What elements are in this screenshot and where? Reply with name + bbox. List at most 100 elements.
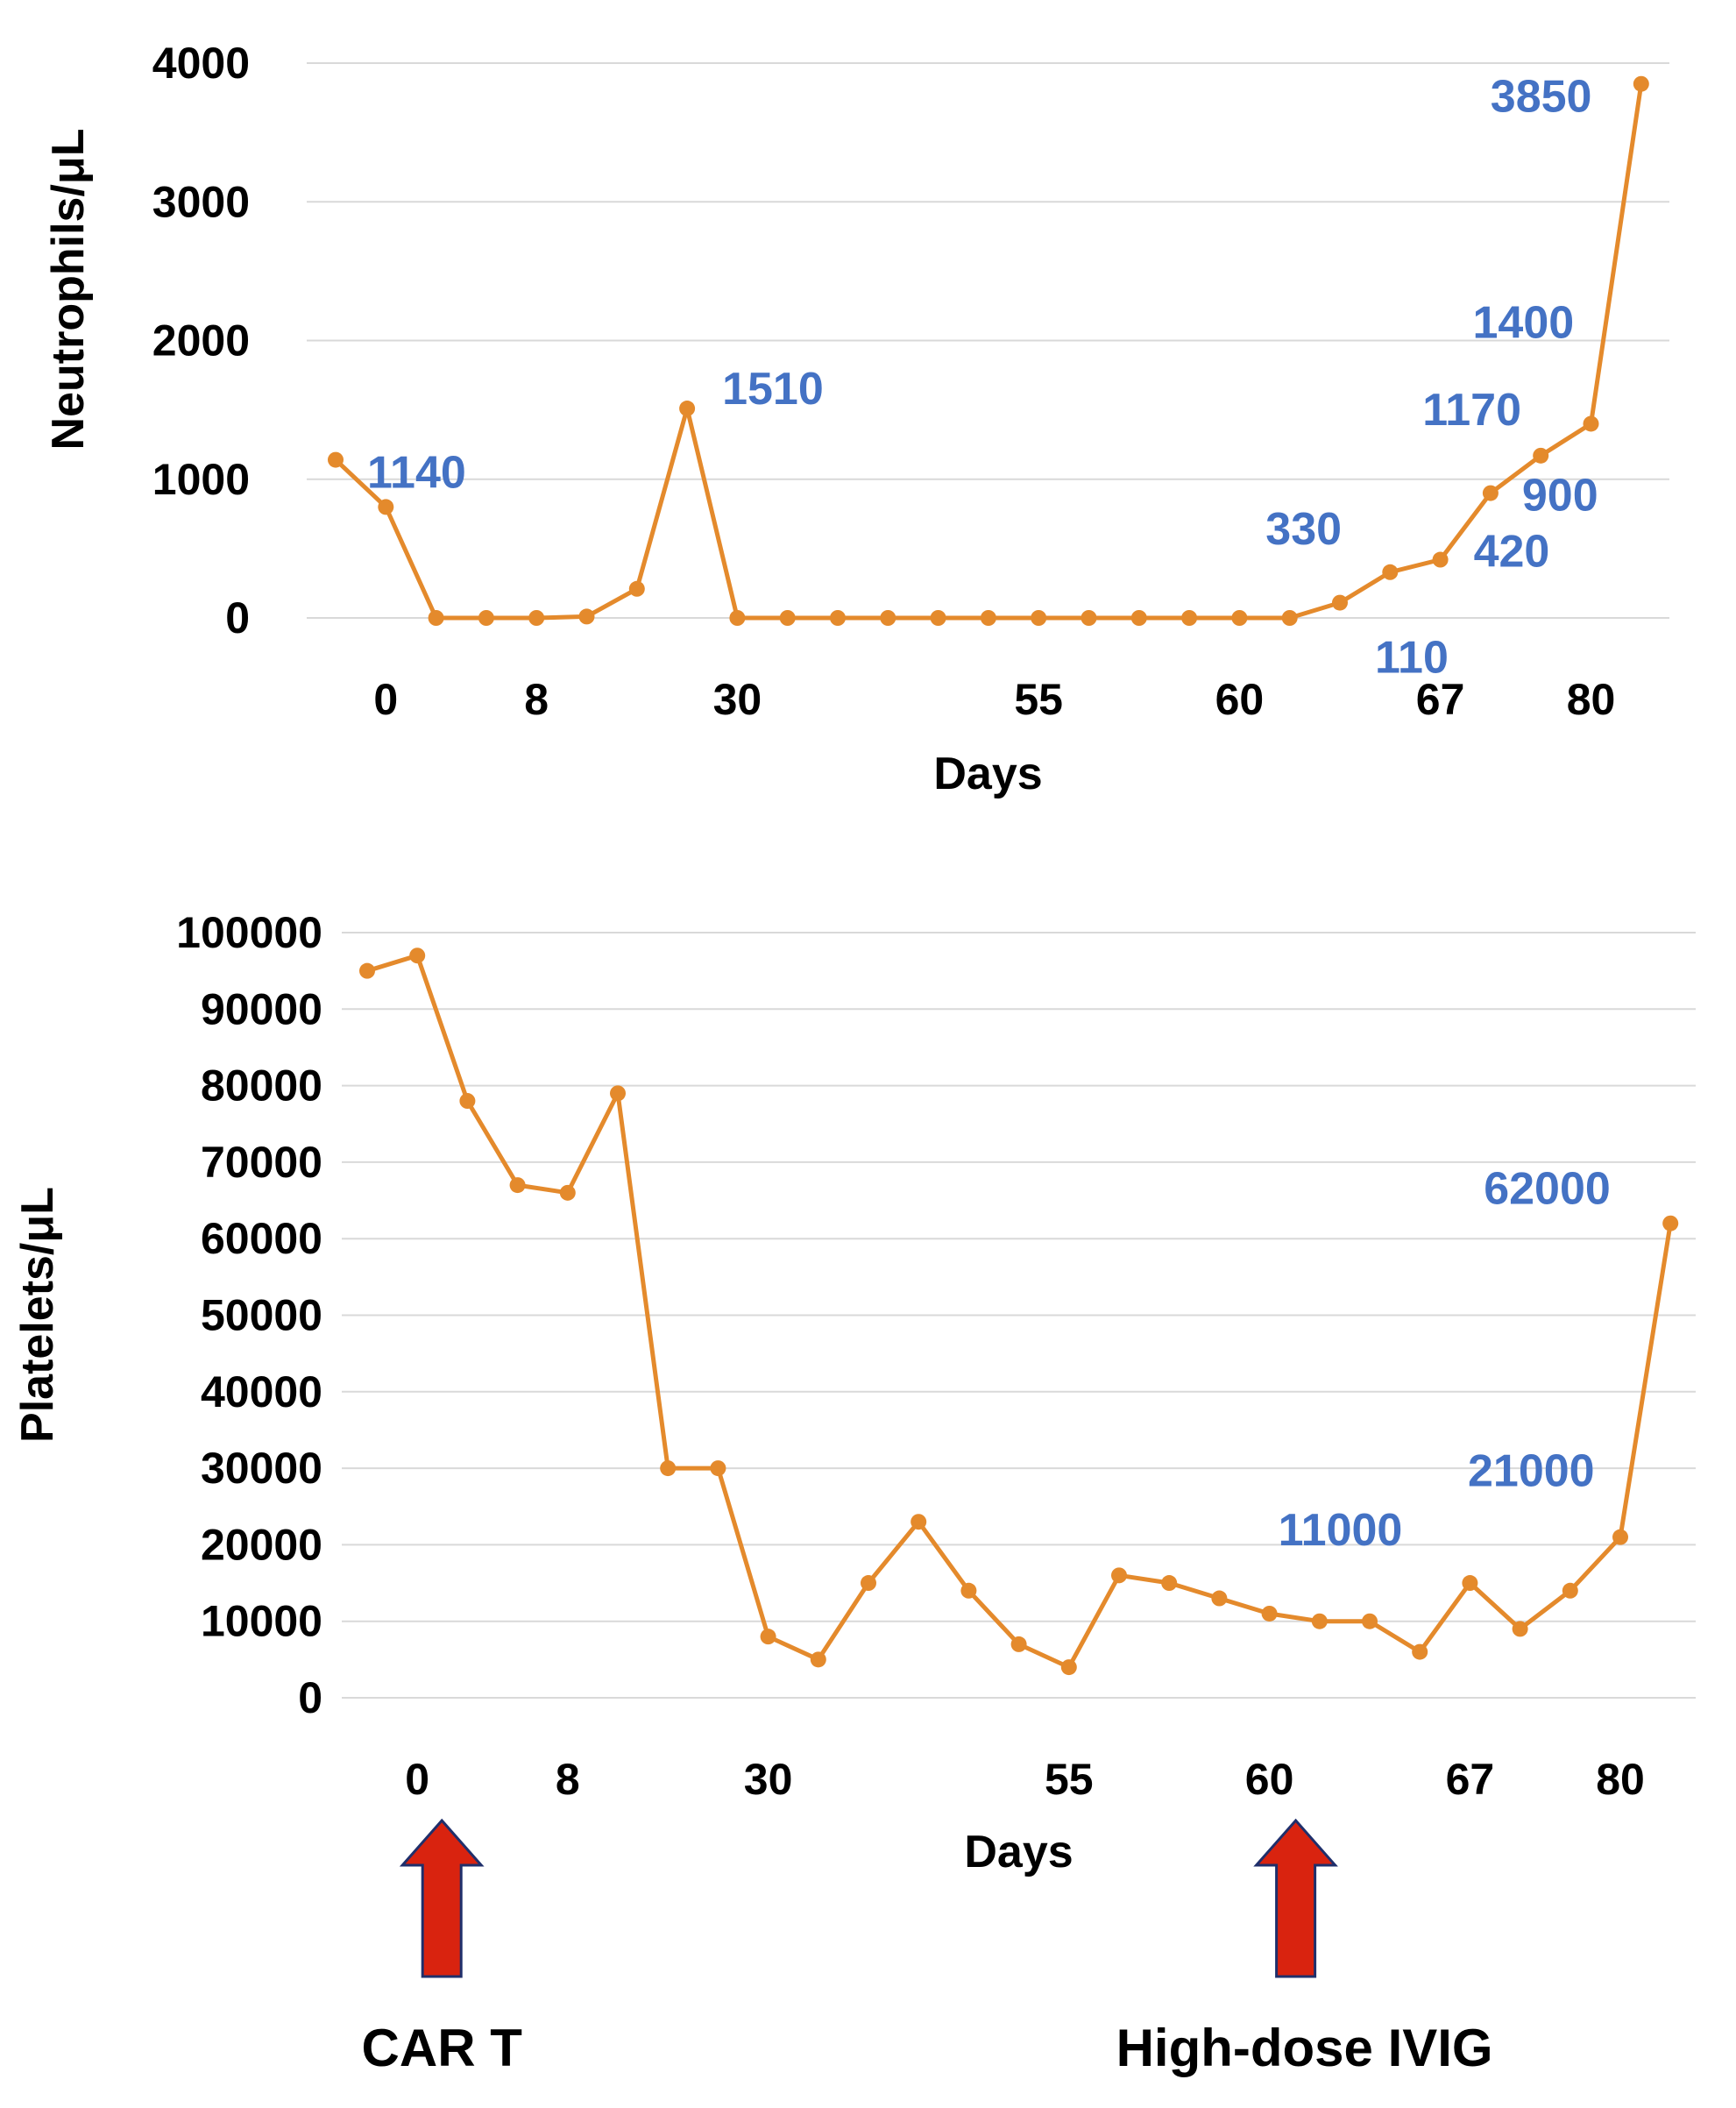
data-label: 62000 [1484, 1164, 1611, 1215]
y-tick-label: 4000 [152, 39, 250, 88]
data-point [861, 1575, 876, 1592]
x-tick-label: 60 [1215, 675, 1265, 724]
data-point [1562, 1582, 1578, 1599]
x-tick-label: 30 [744, 1755, 793, 1804]
y-tick-label: 30000 [201, 1444, 322, 1493]
data-point [559, 1184, 576, 1201]
x-tick-label: 8 [524, 675, 549, 724]
x-tick-label: 0 [373, 675, 398, 724]
data-point [980, 610, 996, 626]
data-point [1060, 1659, 1077, 1676]
data-point [679, 401, 696, 417]
data-point [459, 1093, 476, 1110]
event-marker-label: High-dose IVIG [1116, 2019, 1493, 2077]
data-point [1612, 1529, 1628, 1545]
data-point [1111, 1567, 1127, 1584]
data-point [1583, 415, 1599, 432]
data-point [1311, 1613, 1328, 1629]
x-tick-label: 60 [1245, 1755, 1294, 1804]
y-tick-label: 2000 [152, 316, 250, 366]
data-point [710, 1460, 726, 1477]
y-tick-label: 1000 [152, 455, 250, 504]
data-point [1031, 610, 1047, 626]
data-point [1231, 610, 1248, 626]
x-tick-label: 67 [1416, 675, 1465, 724]
data-point [660, 1460, 677, 1477]
data-point [1261, 1605, 1278, 1622]
y-tick-label: 20000 [201, 1520, 322, 1569]
data-point [930, 610, 946, 626]
x-axis-title: Days [964, 1827, 1073, 1877]
data-point [359, 962, 375, 979]
data-point [810, 1651, 826, 1668]
data-point [1633, 75, 1649, 92]
data-point [1482, 485, 1499, 501]
x-tick-label: 80 [1567, 675, 1616, 724]
x-tick-label: 8 [556, 1755, 580, 1804]
y-tick-label: 3000 [152, 177, 250, 226]
data-point [1382, 564, 1399, 580]
data-point [1211, 1590, 1228, 1607]
x-tick-label: 30 [713, 675, 762, 724]
data-point [428, 610, 444, 626]
platelets-chart: 0 10000 20000 30000 40000 50000 60000 70000 8000… [12, 908, 1696, 2077]
data-label: 21000 [1468, 1446, 1595, 1497]
y-tick-label: 10000 [201, 1597, 322, 1646]
y-tick-label: 0 [225, 593, 250, 642]
x-tick-label: 67 [1446, 1755, 1495, 1804]
data-point [960, 1582, 977, 1599]
y-tick-label: 90000 [201, 984, 322, 1033]
event-marker-label: CAR T [362, 2019, 522, 2077]
data-point [729, 610, 746, 626]
data-point [328, 451, 344, 468]
arrow-up-icon [399, 1818, 485, 1978]
y-tick-label: 100000 [176, 908, 322, 957]
data-point [509, 1177, 526, 1194]
data-point [880, 610, 896, 626]
x-tick-label: 0 [405, 1755, 429, 1804]
data-point [1161, 1575, 1178, 1592]
data-point [1281, 610, 1298, 626]
data-label: 1400 [1473, 297, 1575, 348]
data-label: 1510 [722, 364, 824, 415]
data-point [1662, 1215, 1679, 1231]
data-point [378, 499, 394, 515]
data-point [1130, 610, 1147, 626]
data-label: 900 [1522, 471, 1598, 522]
series-line [366, 953, 1673, 1670]
neutrophils-chart: 0 1000 2000 3000 4000 0 8 30 55 60 67 80 Days Neutrop… [43, 39, 1669, 799]
y-axis-title: Neutrophils/μL [43, 129, 94, 451]
data-label: 3850 [1491, 72, 1592, 123]
data-point [1432, 551, 1449, 568]
y-tick-label: 80000 [201, 1061, 322, 1111]
data-point [1533, 447, 1549, 464]
data-point [1512, 1621, 1528, 1637]
y-tick-label: 60000 [201, 1214, 322, 1263]
data-point [578, 608, 595, 625]
data-point [1332, 594, 1348, 611]
y-tick-label: 0 [298, 1673, 322, 1722]
data-point [760, 1629, 776, 1645]
x-tick-label: 55 [1045, 1755, 1094, 1804]
x-axis-title: Days [933, 749, 1042, 799]
data-label: 110 [1375, 633, 1449, 684]
x-tick-label: 80 [1596, 1755, 1645, 1804]
x-tick-label: 55 [1014, 675, 1063, 724]
data-point [830, 610, 846, 626]
data-point [528, 610, 545, 626]
data-point [911, 1514, 927, 1530]
data-point [1181, 610, 1198, 626]
data-label: 420 [1474, 527, 1550, 578]
data-point [1362, 1613, 1378, 1629]
series-line [334, 83, 1644, 621]
data-point [1462, 1575, 1478, 1592]
y-axis-title: Platelets/μL [12, 1187, 63, 1443]
data-label: 11000 [1279, 1505, 1403, 1556]
data-point [610, 1085, 626, 1102]
data-point [1081, 610, 1097, 626]
y-tick-label: 50000 [201, 1291, 322, 1340]
data-label: 1170 [1422, 385, 1521, 436]
y-tick-label: 40000 [201, 1367, 322, 1416]
y-tick-label: 70000 [201, 1138, 322, 1187]
